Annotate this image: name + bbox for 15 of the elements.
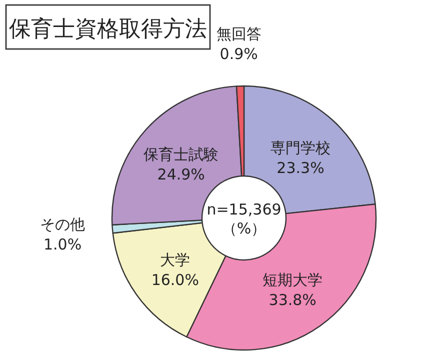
data-label: 33.8% <box>268 291 316 310</box>
slice-label: 保育士試験 <box>144 146 219 164</box>
data-label: 16.0% <box>151 270 199 289</box>
data-label: 0.9% <box>220 45 258 63</box>
slice-label: 大学 <box>160 250 190 269</box>
data-label: 23.3% <box>276 159 324 178</box>
data-label: 24.9% <box>157 166 205 184</box>
slice-label: その他 <box>40 215 86 234</box>
text: （%） <box>222 220 266 238</box>
slice-label: 専門学校 <box>270 139 331 158</box>
text: n=15,369 <box>206 200 282 218</box>
data-label: 1.0% <box>44 235 82 254</box>
slice-label: 短期大学 <box>262 271 323 290</box>
chart-title: 保育士資格取得方法 <box>9 16 207 42</box>
slice-label: 無回答 <box>216 25 262 43</box>
